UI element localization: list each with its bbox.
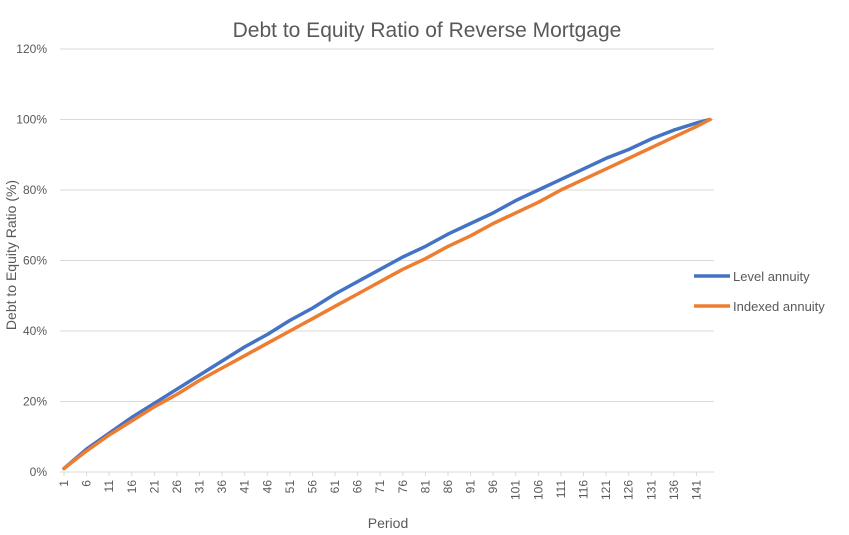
x-axis-label: Period xyxy=(368,515,408,531)
gridlines xyxy=(60,48,714,402)
x-tick-label: 46 xyxy=(260,480,274,494)
series-lines xyxy=(62,117,712,471)
x-tick-label: 61 xyxy=(328,480,342,494)
y-tick-label: 60% xyxy=(23,254,47,268)
x-tick-label: 106 xyxy=(531,480,545,500)
x-tick-label: 16 xyxy=(125,480,139,494)
x-tick-label: 51 xyxy=(283,480,297,494)
series-line xyxy=(62,117,712,471)
x-tick-label: 116 xyxy=(577,480,591,499)
y-axis-label: Debt to Equity Ratio (%) xyxy=(3,180,19,330)
x-tick-label: 96 xyxy=(486,480,500,494)
y-tick-label: 20% xyxy=(23,395,47,409)
x-tick-label: 111 xyxy=(554,480,568,499)
x-tick-label: 71 xyxy=(373,480,387,494)
x-tick-label: 101 xyxy=(509,480,523,500)
x-tick-label: 66 xyxy=(351,480,365,494)
x-tick-label: 31 xyxy=(193,480,207,494)
x-tick-label: 136 xyxy=(667,480,681,500)
x-tick-label: 56 xyxy=(305,480,319,494)
x-tick-label: 11 xyxy=(102,480,116,493)
legend: Level annuity Indexed annuity xyxy=(694,269,825,314)
x-tick-label: 21 xyxy=(147,480,161,494)
series-line xyxy=(62,117,712,471)
y-tick-label: 100% xyxy=(16,113,47,127)
legend-label: Indexed annuity xyxy=(733,299,825,314)
x-tick-label: 91 xyxy=(464,480,478,494)
chart-title: Debt to Equity Ratio of Reverse Mortgage xyxy=(233,19,622,42)
y-tick-label: 120% xyxy=(16,42,47,56)
x-tick-label: 141 xyxy=(689,480,703,500)
x-tick-label: 126 xyxy=(622,480,636,500)
x-tick-label: 1 xyxy=(57,480,71,487)
x-tick-label: 76 xyxy=(396,480,410,494)
x-tick-label: 26 xyxy=(170,480,184,494)
y-tick-label: 0% xyxy=(30,465,48,479)
legend-label: Level annuity xyxy=(733,269,810,284)
x-axis-ticks: 1 6 11 16 21 26 31 36 41 46 51 56 61 66 71 76 81 86 91 96 10… xyxy=(57,472,703,500)
x-tick-label: 81 xyxy=(418,480,432,494)
y-axis-ticks: 0% 20% 40% 60% 80% 100% 120% xyxy=(16,42,47,479)
y-tick-label: 80% xyxy=(23,183,47,197)
x-tick-label: 36 xyxy=(215,480,229,494)
x-tick-label: 86 xyxy=(441,480,455,494)
x-tick-label: 121 xyxy=(599,480,613,500)
x-tick-label: 6 xyxy=(80,480,94,487)
y-tick-label: 40% xyxy=(23,324,47,338)
x-tick-label: 41 xyxy=(238,480,252,494)
x-tick-label: 131 xyxy=(644,480,658,500)
